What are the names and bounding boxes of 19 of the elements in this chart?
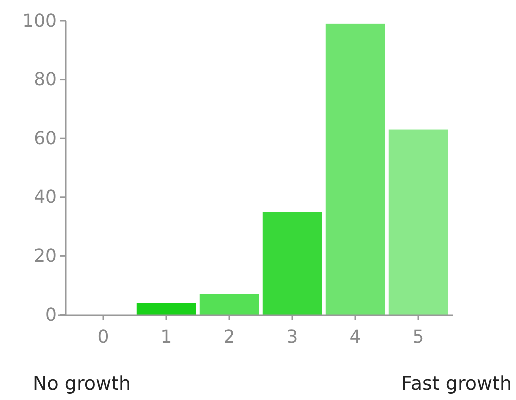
text: No growth (33, 373, 131, 395)
y-tick-label: 20 (34, 246, 57, 267)
y-tick-label: 100 (22, 10, 57, 32)
x-tick-label: 1 (160, 326, 172, 348)
bar (262, 212, 322, 315)
y-tick-label: 80 (34, 70, 57, 91)
x-tick-label: 0 (98, 326, 110, 348)
text: Fast growth (402, 373, 512, 395)
bar (326, 24, 386, 315)
bar (388, 130, 448, 315)
x-tick-label: 2 (224, 326, 236, 348)
y-tick-label: 60 (34, 128, 57, 150)
bar (136, 303, 196, 315)
y-tick-label: 40 (34, 187, 57, 208)
x-tick-label: 5 (412, 326, 424, 348)
y-tick-label: 0 (46, 304, 57, 326)
bar (200, 294, 260, 315)
x-tick-label: 3 (286, 326, 298, 348)
x-tick-label: 4 (350, 326, 362, 348)
